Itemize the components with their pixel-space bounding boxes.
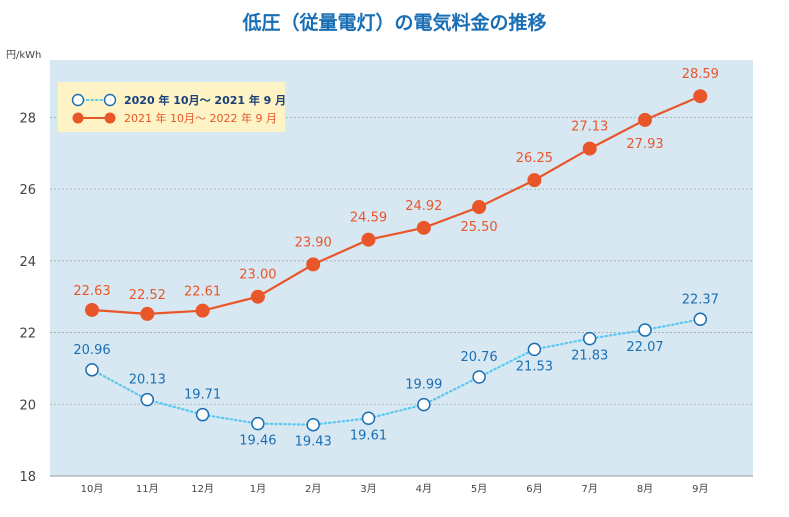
data-point [306, 417, 320, 432]
x-tick-label: 2月 [305, 483, 321, 495]
data-point [361, 232, 376, 247]
data-point [250, 289, 265, 304]
y-tick-label: 24 [19, 255, 36, 270]
x-tick-label: 5月 [471, 483, 487, 495]
y-axis-unit-label: 円/kWh [6, 50, 41, 61]
data-label: 22.07 [626, 340, 663, 355]
data-point [140, 392, 155, 407]
y-tick-label: 22 [19, 327, 36, 342]
data-point [582, 141, 597, 156]
data-label: 24.59 [350, 211, 387, 226]
data-label: 22.63 [73, 284, 110, 299]
y-tick-label: 20 [19, 398, 36, 413]
data-label: 23.90 [295, 235, 332, 250]
data-point [140, 306, 155, 321]
data-label: 23.00 [239, 268, 276, 283]
data-point [417, 397, 431, 412]
legend-label: 2020 年 10月〜 2021 年 9 月 [124, 93, 286, 107]
data-label: 27.93 [626, 137, 663, 152]
data-point [472, 370, 486, 384]
data-label: 20.96 [73, 343, 110, 358]
data-label: 21.83 [571, 349, 608, 364]
data-point [306, 257, 321, 272]
data-label: 27.13 [571, 120, 608, 135]
legend-marker [71, 93, 85, 107]
data-label: 19.99 [405, 378, 442, 393]
data-label: 22.61 [184, 285, 221, 300]
legend-label: 2021 年 10月〜 2022 年 9 月 [124, 111, 277, 125]
data-label: 25.50 [460, 220, 497, 235]
data-label: 19.43 [295, 435, 332, 450]
data-point [527, 173, 542, 188]
data-label: 19.46 [239, 434, 276, 449]
y-tick-label: 18 [19, 470, 36, 485]
x-tick-label: 12月 [191, 483, 214, 495]
x-tick-label: 11月 [136, 483, 159, 495]
legend-marker [72, 112, 84, 124]
y-tick-label: 26 [19, 183, 36, 198]
legend-marker [103, 93, 117, 107]
series-group: 20.96 20.13 19.71 19.46 19.43 19.61 19.99 20.76… [73, 67, 719, 449]
data-point [693, 89, 708, 104]
data-label: 20.13 [129, 373, 166, 388]
x-tick-label: 8月 [637, 483, 653, 495]
data-label: 19.71 [184, 388, 221, 403]
data-point [693, 312, 708, 327]
chart-title: 低圧（従量電灯）の電気料金の推移 [242, 12, 547, 34]
y-tick-label: 28 [19, 111, 36, 126]
data-point [638, 323, 652, 337]
x-tick-label: 9月 [692, 483, 708, 495]
legend-box [58, 82, 285, 132]
data-label: 22.52 [129, 288, 166, 303]
data-point [361, 411, 376, 426]
data-point [195, 303, 210, 318]
axes: 18 20 22 24 26 28 円/kWh 10月 11月 12月 1月 2月 3月 4月 5月 6月 7月… [6, 50, 753, 495]
data-point [582, 331, 597, 346]
series-line [91, 95, 701, 316]
data-point [85, 302, 99, 317]
data-point [416, 220, 431, 235]
data-label: 20.76 [460, 350, 497, 365]
data-point [472, 200, 487, 215]
data-label: 22.37 [682, 292, 719, 307]
x-tick-label: 4月 [416, 483, 432, 495]
x-tick-label: 3月 [360, 483, 376, 495]
data-point [527, 342, 542, 357]
data-label: 28.59 [682, 67, 719, 82]
data-point [251, 416, 265, 431]
data-point [638, 112, 652, 127]
data-label: 26.25 [516, 151, 553, 166]
data-point [85, 363, 99, 377]
series-line [90, 318, 702, 426]
data-label: 24.92 [405, 199, 442, 214]
legend-marker [104, 112, 116, 124]
x-tick-label: 10月 [81, 483, 104, 495]
data-label: 21.53 [516, 359, 553, 374]
x-tick-label: 1月 [250, 483, 266, 495]
x-tick-label: 7月 [582, 483, 598, 495]
data-label: 19.61 [350, 428, 387, 443]
x-tick-label: 6月 [526, 483, 542, 495]
legend: 2020 年 10月〜 2021 年 9 月 2021 年 10月〜 2022 年… [58, 82, 286, 132]
data-point [195, 407, 210, 422]
